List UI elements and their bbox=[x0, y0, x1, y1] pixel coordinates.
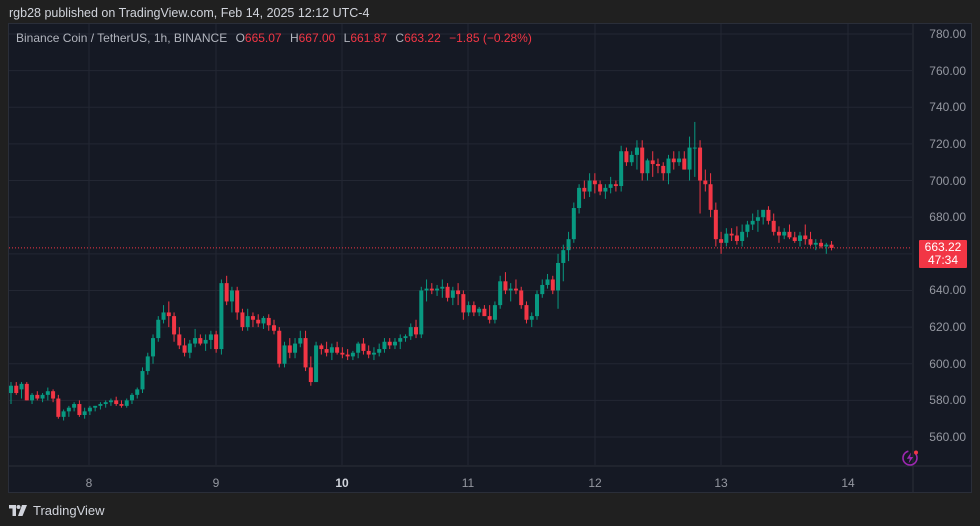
close-value: 663.22 bbox=[404, 31, 441, 45]
price-axis-label: 620.00 bbox=[929, 320, 966, 335]
time-axis-label: 14 bbox=[841, 476, 855, 490]
last-price-value: 663.22 bbox=[924, 240, 962, 254]
time-axis-label: 10 bbox=[335, 476, 349, 490]
price-axis-label: 720.00 bbox=[929, 136, 966, 151]
price-axis-label: 640.00 bbox=[929, 283, 966, 298]
time-axis-label: 8 bbox=[85, 476, 93, 490]
low-value: 661.87 bbox=[350, 31, 388, 45]
price-axis-label: 680.00 bbox=[929, 210, 966, 225]
price-axis-label: 560.00 bbox=[929, 430, 966, 444]
price-axis-label: 600.00 bbox=[929, 356, 966, 371]
time-axis-label: 12 bbox=[588, 476, 602, 490]
high-value: 667.00 bbox=[298, 31, 336, 45]
chart-frame[interactable] bbox=[8, 23, 972, 493]
high-label: H bbox=[289, 31, 299, 45]
price-axis-label: 700.00 bbox=[929, 173, 966, 188]
price-axis-label: 740.00 bbox=[929, 100, 966, 115]
tradingview-brand: TradingView bbox=[33, 503, 105, 518]
time-axis-label: 13 bbox=[714, 476, 728, 490]
time-axis-label: 11 bbox=[461, 476, 475, 490]
bar-countdown: 47:34 bbox=[927, 253, 959, 267]
tradingview-logo-icon bbox=[9, 505, 27, 516]
tradingview-logo[interactable]: TradingView bbox=[9, 503, 105, 518]
symbol-title[interactable]: Binance Coin / TetherUS, 1h, BINANCE bbox=[16, 31, 228, 45]
published-caption: rgb28 published on TradingView.com, Feb … bbox=[9, 6, 370, 20]
price-axis-label: 760.00 bbox=[929, 63, 966, 78]
open-value: 665.07 bbox=[244, 31, 282, 45]
price-axis-label: 580.00 bbox=[929, 393, 966, 408]
lightning-bolt-icon[interactable] bbox=[901, 449, 919, 467]
last-price-tag: 663.22 47:34 bbox=[919, 240, 967, 268]
open-label: O bbox=[235, 31, 245, 45]
time-axis-label: 9 bbox=[212, 476, 220, 490]
low-label: L bbox=[343, 31, 351, 45]
close-label: C bbox=[395, 31, 405, 45]
price-axis-label: 780.00 bbox=[929, 27, 966, 41]
symbol-legend: Binance Coin / TetherUS, 1h, BINANCE O66… bbox=[16, 31, 532, 45]
change-value: −1.85 (−0.28%) bbox=[449, 31, 532, 45]
